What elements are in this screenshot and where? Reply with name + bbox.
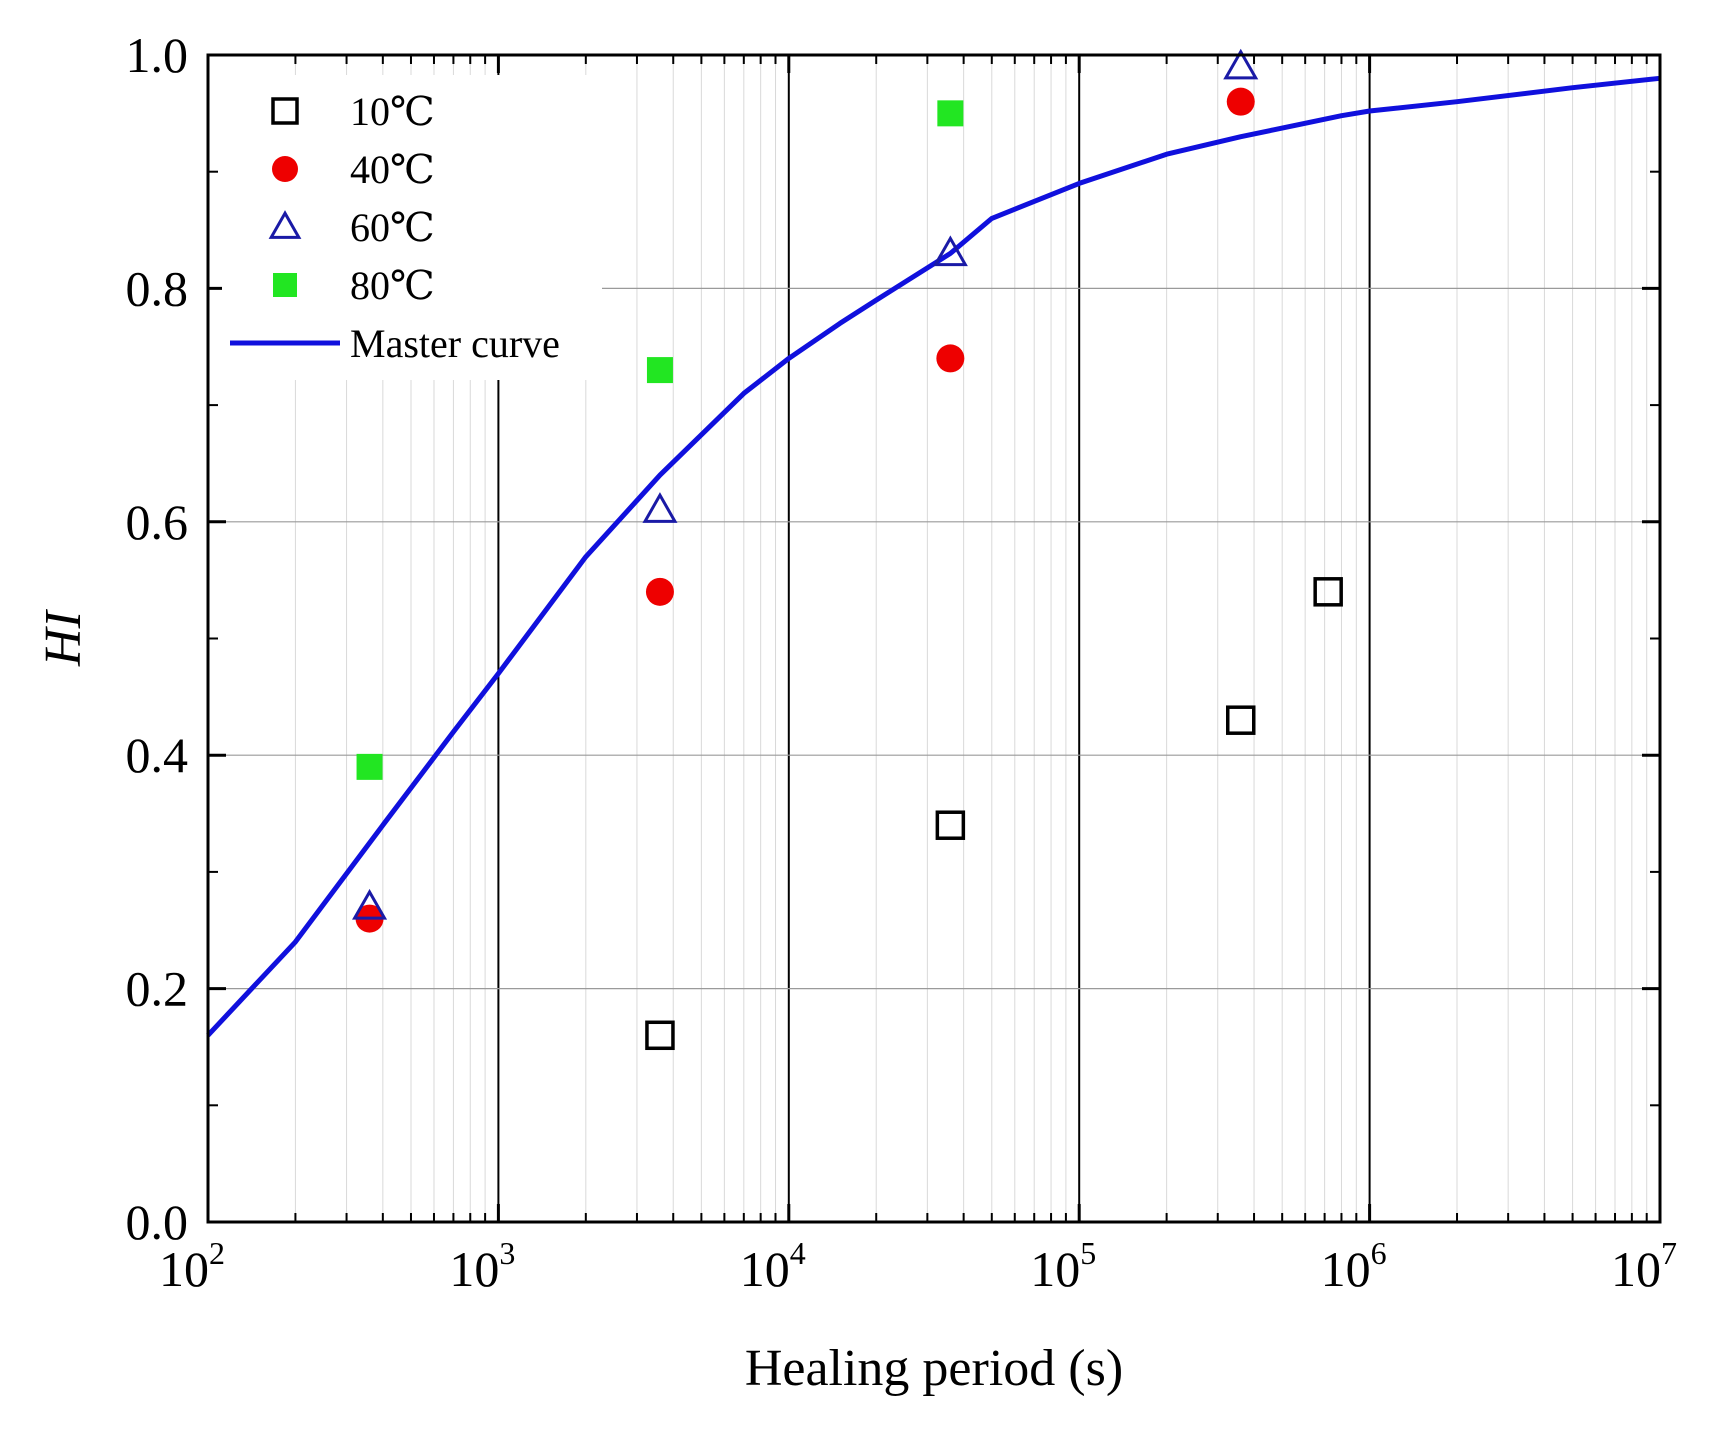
legend-background: [222, 75, 602, 380]
legend: 10℃ 40℃ 60℃ 80℃ Master curve: [222, 75, 602, 380]
x-tick-label: 102: [159, 1235, 225, 1297]
data-point-10C: [1226, 705, 1256, 735]
x-tick-labels: 102 103 104 105 106 107: [159, 1235, 1677, 1297]
data-points-layer: [352, 48, 1343, 1051]
master-curve-line: [206, 75, 1661, 1038]
x-tick-label: 106: [1321, 1235, 1387, 1297]
y-tick-label: 0.2: [126, 961, 189, 1017]
data-point-40C: [936, 344, 965, 373]
y-tick-label: 1.0: [126, 27, 189, 83]
y-tick-label: 0.8: [126, 260, 189, 316]
data-point-10C: [1313, 577, 1343, 607]
y-tick-labels: 0.0 0.2 0.4 0.6 0.8 1.0: [126, 27, 189, 1250]
y-tick-label: 0.0: [126, 1194, 189, 1250]
legend-swatch-10C: [271, 97, 299, 125]
data-point-80C: [646, 357, 673, 384]
data-point-80C: [937, 100, 964, 127]
x-tick-label: 104: [740, 1235, 806, 1297]
data-point-60C: [352, 888, 388, 920]
data-point-60C: [642, 492, 678, 523]
y-tick-label: 0.4: [126, 727, 189, 783]
y-tick-label: 0.6: [126, 494, 189, 550]
data-point-40C: [1226, 87, 1255, 116]
data-point-40C: [645, 577, 674, 606]
data-point-60C: [932, 235, 968, 267]
legend-label: Master curve: [350, 321, 560, 366]
legend-label: 10℃: [350, 89, 435, 134]
x-tick-label: 107: [1611, 1235, 1677, 1297]
y-axis-title: HI: [35, 608, 92, 667]
data-point-10C: [935, 810, 966, 840]
legend-label: 60℃: [350, 205, 435, 250]
x-tick-label: 103: [449, 1235, 515, 1297]
data-point-10C: [645, 1020, 675, 1051]
master-curve-layer: [206, 75, 1661, 1038]
x-axis-title: Healing period (s): [745, 1340, 1123, 1397]
legend-swatch-40C: [272, 156, 298, 182]
plot-frame: [206, 53, 1662, 1224]
data-point-80C: [356, 753, 383, 780]
legend-swatch-60C: [268, 210, 302, 239]
legend-swatch-80C: [273, 273, 297, 297]
legend-label: 80℃: [350, 263, 435, 308]
legend-label: 40℃: [350, 147, 435, 192]
data-point-60C: [1223, 48, 1259, 80]
x-tick-label: 105: [1030, 1235, 1096, 1297]
